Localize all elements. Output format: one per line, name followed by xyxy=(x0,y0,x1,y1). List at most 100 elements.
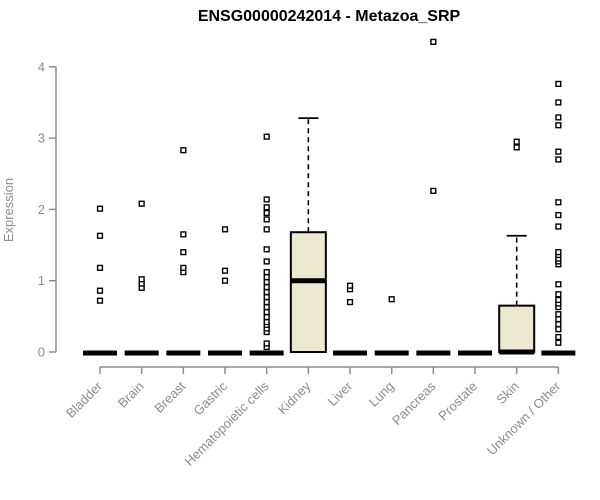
box-gastric xyxy=(208,226,243,356)
box-pancreas xyxy=(416,38,451,356)
box-brain xyxy=(124,200,159,356)
outlier-point xyxy=(263,226,270,233)
outlier-point xyxy=(263,298,270,306)
outlier-point xyxy=(263,269,270,276)
median-bar xyxy=(124,350,159,356)
outlier-point xyxy=(555,156,562,163)
outlier-point xyxy=(555,316,562,323)
outlier-point xyxy=(555,99,562,106)
outlier-point xyxy=(180,231,187,238)
outlier-point xyxy=(263,274,270,281)
outlier-point xyxy=(555,339,562,346)
box-unknown-other xyxy=(541,80,576,356)
chart-title: ENSG00000242014 - Metazoa_SRP xyxy=(198,8,461,25)
median-bar xyxy=(541,350,576,356)
outlier-point xyxy=(180,147,187,154)
outlier-point xyxy=(555,281,562,288)
outlier-point xyxy=(263,318,270,326)
outlier-point xyxy=(138,200,145,207)
x-category-label: Bladder xyxy=(63,378,106,421)
outlier-point xyxy=(263,284,270,291)
y-tick-label: 0 xyxy=(38,345,45,360)
outlier-point xyxy=(263,303,270,311)
outlier-point xyxy=(263,204,270,211)
y-axis-label: Expression xyxy=(1,178,16,242)
outlier-point xyxy=(555,333,562,341)
outlier-point xyxy=(96,205,104,212)
x-category-label: Lung xyxy=(366,379,397,410)
x-category-label: Breast xyxy=(151,378,188,415)
box-lung xyxy=(374,296,409,356)
outlier-point xyxy=(263,279,270,286)
outlier-point xyxy=(96,264,104,271)
outlier-point xyxy=(263,209,270,217)
box-kidney xyxy=(289,117,327,353)
x-category-label: Kidney xyxy=(275,378,314,417)
outlier-point xyxy=(346,298,354,306)
box-prostate xyxy=(458,350,493,356)
outlier-point xyxy=(555,321,562,328)
outlier-point xyxy=(221,226,229,233)
y-tick-label: 2 xyxy=(38,202,45,217)
outlier-point xyxy=(555,148,562,155)
box-hematopoietic-cells xyxy=(249,133,284,356)
median-bar xyxy=(166,350,201,356)
iqr-box xyxy=(289,231,327,353)
y-tick-label: 1 xyxy=(38,273,45,288)
outlier-point xyxy=(555,249,562,256)
outlier-point xyxy=(346,282,354,289)
median-bar xyxy=(333,350,368,356)
boxplot-marks xyxy=(83,38,576,356)
median-bar xyxy=(458,350,493,356)
outlier-point xyxy=(96,297,104,304)
outlier-point xyxy=(555,122,562,129)
outlier-point xyxy=(138,276,145,283)
box-breast xyxy=(166,147,201,356)
outlier-point xyxy=(180,249,187,256)
outlier-point xyxy=(555,311,562,318)
outlier-point xyxy=(263,289,270,296)
outlier-point xyxy=(263,196,270,203)
outlier-point xyxy=(221,277,229,284)
median-bar xyxy=(249,350,284,356)
outlier-point xyxy=(180,264,187,271)
outlier-point xyxy=(263,246,270,253)
outlier-point xyxy=(430,187,437,194)
outlier-point xyxy=(263,340,270,347)
outlier-point xyxy=(96,287,104,294)
x-category-label: Prostate xyxy=(435,379,480,424)
x-category-label: Unknown / Other xyxy=(484,378,564,458)
outlier-point xyxy=(96,232,104,239)
outlier-point xyxy=(555,80,562,88)
outlier-point xyxy=(263,133,270,140)
outlier-point xyxy=(263,308,270,316)
x-category-label: Brain xyxy=(115,379,147,411)
outlier-point xyxy=(555,326,562,333)
outlier-point xyxy=(555,291,562,298)
outlier-point xyxy=(555,199,562,206)
median-bar xyxy=(416,350,451,356)
box-skin xyxy=(498,138,536,355)
x-category-label: Pancreas xyxy=(389,378,439,428)
outlier-point xyxy=(513,144,520,151)
outlier-point xyxy=(513,138,520,145)
median-bar xyxy=(83,350,117,356)
outlier-point xyxy=(555,296,562,304)
outlier-point xyxy=(555,212,562,219)
iqr-box xyxy=(498,304,536,353)
outlier-point xyxy=(263,258,270,265)
x-category-label: Liver xyxy=(325,378,356,409)
outlier-point xyxy=(263,216,270,223)
outlier-point xyxy=(430,38,437,45)
median-bar xyxy=(208,350,243,356)
box-liver xyxy=(333,282,368,356)
box-bladder xyxy=(83,205,117,356)
outlier-point xyxy=(555,223,562,230)
outlier-point xyxy=(555,114,562,121)
outlier-point xyxy=(388,296,395,303)
x-category-label: Gastric xyxy=(190,378,230,418)
outlier-point xyxy=(263,293,270,301)
y-tick-label: 3 xyxy=(38,131,45,146)
